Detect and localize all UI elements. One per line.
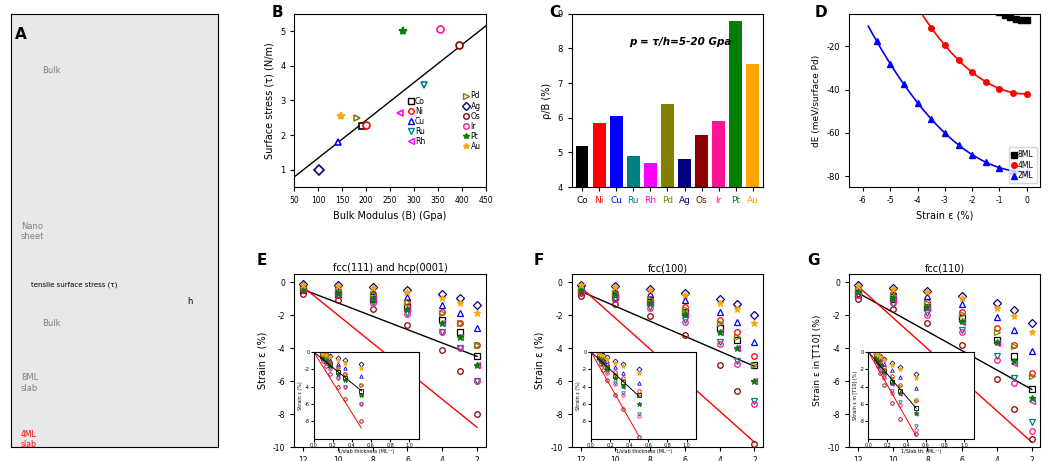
Y-axis label: Strain ε (%): Strain ε (%) xyxy=(257,332,268,389)
Bar xyxy=(729,21,742,187)
Y-axis label: Strain ε (%): Strain ε (%) xyxy=(535,332,544,389)
Text: 8ML
slab: 8ML slab xyxy=(21,373,38,393)
Bar xyxy=(610,116,622,187)
Y-axis label: Strain ε in [̅T10] (%): Strain ε in [̅T10] (%) xyxy=(813,315,822,406)
Text: Bulk: Bulk xyxy=(42,66,60,75)
Legend: 8ML, 4ML, 2ML: 8ML, 4ML, 2ML xyxy=(1009,147,1036,183)
Y-axis label: Surface stress (τ) (N/m): Surface stress (τ) (N/m) xyxy=(265,42,274,159)
Text: 4ML
slab: 4ML slab xyxy=(21,430,37,449)
Text: B: B xyxy=(271,5,283,20)
Text: D: D xyxy=(815,5,827,20)
Text: A: A xyxy=(15,27,26,42)
Title: fcc(100): fcc(100) xyxy=(647,263,687,273)
Bar xyxy=(746,64,759,187)
Text: p = τ/h=5-20 Gpa: p = τ/h=5-20 Gpa xyxy=(630,37,731,47)
Y-axis label: ρ/B (%): ρ/B (%) xyxy=(542,83,552,118)
Text: Bulk: Bulk xyxy=(42,319,60,328)
Bar xyxy=(661,104,674,187)
Legend: Pd, Ag, Os, Ir, Pt, Au: Pd, Ag, Os, Ir, Pt, Au xyxy=(461,89,483,154)
Bar xyxy=(695,135,708,187)
Bar xyxy=(626,156,640,187)
Bar xyxy=(593,123,605,187)
X-axis label: Strain ε (%): Strain ε (%) xyxy=(916,211,973,221)
Text: tensile surface stress (τ): tensile surface stress (τ) xyxy=(32,282,118,288)
Bar xyxy=(576,146,589,187)
Text: E: E xyxy=(256,253,267,268)
Y-axis label: dE (meV/surface Pd): dE (meV/surface Pd) xyxy=(812,54,821,147)
Title: fcc(110): fcc(110) xyxy=(925,263,965,273)
Text: F: F xyxy=(534,253,544,268)
Text: C: C xyxy=(549,5,560,20)
Text: G: G xyxy=(807,253,820,268)
Text: h: h xyxy=(187,297,192,306)
Bar xyxy=(713,121,725,187)
Title: fcc(111) and hcp(0001): fcc(111) and hcp(0001) xyxy=(333,263,448,273)
Bar xyxy=(644,163,657,187)
Bar xyxy=(678,160,691,187)
Text: Nano
sheet: Nano sheet xyxy=(21,222,44,241)
X-axis label: Bulk Modulus (B) (Gpa): Bulk Modulus (B) (Gpa) xyxy=(333,211,447,221)
